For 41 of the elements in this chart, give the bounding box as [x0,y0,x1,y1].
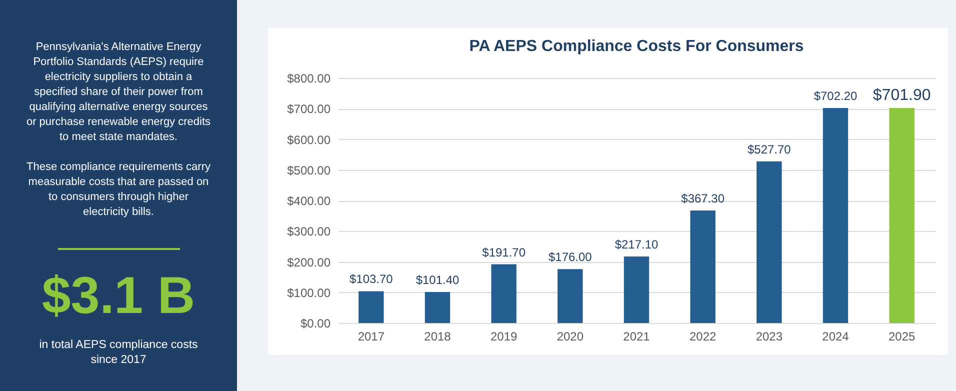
y-tick-label: $500.00 [287,163,331,178]
data-label: $527.70 [747,142,792,156]
y-tick-label: $0.00 [300,316,331,330]
x-tick-label: 2024 [822,330,850,344]
text: These compliance requirements carry measurable costs that are passed on to consumers through higher electricity bills. [26,160,211,220]
x-tick-label: 2021 [623,330,650,344]
data-label: $176.00 [548,250,592,264]
bar [822,108,848,323]
bar [690,210,716,323]
x-tick-label: 2017 [358,330,385,344]
data-label: $367.30 [681,192,725,206]
bar [424,292,450,323]
x-tick-label: 2018 [424,330,452,344]
y-tick-label: $400.00 [287,194,331,208]
chart-title: PA AEPS Compliance Costs For Consumers [469,38,804,55]
x-tick-label: 2020 [556,330,584,344]
data-label: $101.40 [416,272,460,287]
bar [624,256,650,323]
x-tick-label: 2025 [888,330,916,344]
y-tick-label: $300.00 [287,224,331,239]
text: Pennsylvania's Alternative Energy Portfolio Standards (AEPS) require electricity suppliers to obtain a specified share of their power from qualifying alternative energy sources or purchase renewable energy credits to meet state mandates. [26,40,211,145]
data-label: $702.20 [814,88,858,103]
text: $3.1 B [40,267,196,325]
bar [756,161,782,323]
y-tick-label: $700.00 [287,102,331,116]
bar [358,291,384,323]
data-label: $191.70 [482,245,526,260]
x-tick-label: 2019 [490,330,518,344]
bar [491,264,516,323]
text: in total AEPS compliance costs since 2017 [38,338,199,368]
data-label: $217.10 [614,238,659,252]
data-label: $701.90 [872,87,931,104]
y-tick-label: $800.00 [287,72,331,86]
y-tick-label: $200.00 [287,255,331,270]
data-label: $103.70 [349,272,394,286]
x-tick-label: 2023 [756,330,783,344]
y-tick-label: $600.00 [287,132,331,147]
y-tick-label: $100.00 [287,286,331,300]
bar [558,269,583,323]
bar [889,108,914,323]
x-tick-label: 2022 [689,330,717,344]
